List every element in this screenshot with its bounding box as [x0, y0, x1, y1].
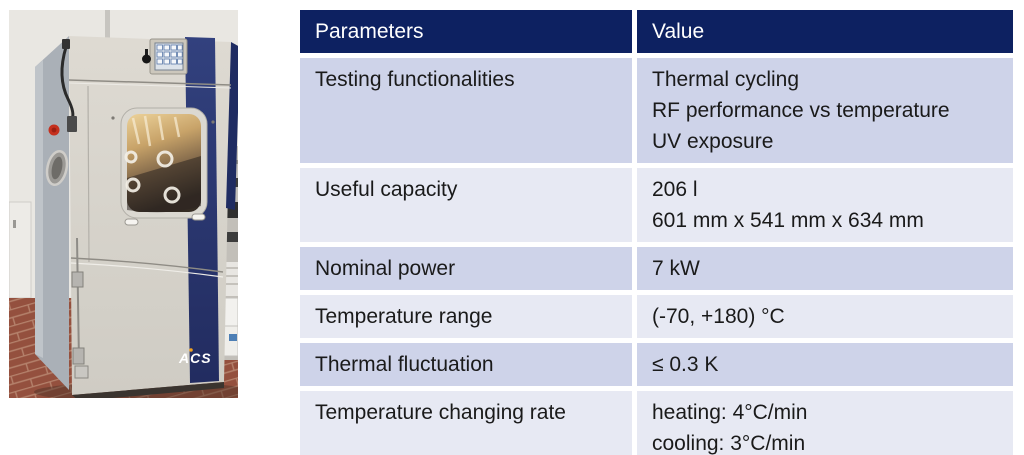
table-row: Testing functionalities Thermal cycling R…: [300, 58, 1013, 163]
value-line: ≤ 0.3 K: [652, 353, 719, 376]
door-latch: [124, 218, 139, 226]
control-buttons: [156, 44, 183, 65]
top-seam-highlight: [68, 82, 232, 89]
door-latch: [191, 213, 206, 221]
shelf-slot: [223, 232, 238, 242]
header-value: Value: [637, 10, 1013, 53]
value-line: UV exposure: [652, 130, 774, 153]
panel-knob-stem: [145, 49, 148, 56]
chamber-photo: ACS: [8, 10, 254, 402]
value-line: 601 mm x 541 mm x 634 mm: [652, 209, 924, 232]
table-row: Temperature changing rate heating: 4°C/m…: [300, 391, 1013, 455]
value-cell: ≤ 0.3 K: [637, 343, 1013, 386]
glass-highlights: [131, 115, 181, 147]
spec-table-body: Testing functionalities Thermal cycling R…: [300, 58, 1013, 455]
door-screw: [211, 120, 215, 124]
interior-ports: [124, 150, 181, 204]
value-cell: (-70, +180) °C: [637, 295, 1013, 338]
value-line: 206 l: [652, 178, 698, 201]
door-screw: [111, 116, 115, 120]
hanging-cable: [60, 46, 75, 120]
box-label: [229, 334, 237, 341]
value-cell: Thermal cycling RF performance vs tempera…: [637, 58, 1013, 163]
panel-knob: [142, 54, 151, 64]
param-cell: Useful capacity: [300, 168, 632, 242]
value-cell: heating: 4°C/min cooling: 3°C/min: [637, 391, 1013, 455]
param-cell: Testing functionalities: [300, 58, 632, 163]
value-cell: 206 l 601 mm x 541 mm x 634 mm: [637, 168, 1013, 242]
chamber-plinth: [72, 382, 224, 401]
acs-logo: ACS: [178, 350, 212, 366]
door-bottom-seam: [70, 257, 224, 273]
cable-plug: [67, 116, 77, 132]
param-cell: Thermal fluctuation: [300, 343, 632, 386]
top-seam: [68, 79, 232, 86]
value-line: RF performance vs temperature: [652, 99, 950, 122]
param-cell: Nominal power: [300, 247, 632, 290]
table-row: Temperature range (-70, +180) °C: [300, 295, 1013, 338]
hinge-foot: [74, 365, 89, 379]
hinge-block: [72, 347, 85, 365]
glass-dark-reflection: [127, 156, 201, 213]
spec-table: Parameters Value Testing functionalities…: [300, 10, 1013, 455]
emergency-stop-center: [51, 127, 57, 133]
value-cell: 7 kW: [637, 247, 1013, 290]
table-row: Thermal fluctuation ≤ 0.3 K: [300, 343, 1013, 386]
header-parameters: Parameters: [300, 10, 632, 53]
chamber-left-panel: [35, 36, 69, 390]
value-line: Thermal cycling: [652, 68, 800, 91]
chamber-illustration: ACS: [8, 10, 254, 402]
param-cell: Temperature changing rate: [300, 391, 632, 455]
table-row: Nominal power 7 kW: [300, 247, 1013, 290]
table-row: Useful capacity 206 l 601 mm x 541 mm x 6…: [300, 168, 1013, 242]
param-cell: Temperature range: [300, 295, 632, 338]
spec-table-header: Parameters Value: [300, 10, 1013, 53]
hinge-block: [71, 271, 84, 288]
door-left-seam: [87, 85, 90, 263]
value-line: heating: 4°C/min: [652, 401, 808, 424]
chamber-right-side: [226, 42, 240, 210]
cabinet-handle: [13, 220, 16, 228]
hinge-rod: [76, 237, 80, 363]
background-cabinet: [8, 201, 32, 299]
left-panel-highlight: [35, 60, 43, 358]
wall-pipe: [105, 10, 110, 38]
door-bottom-seam-highlight: [70, 262, 224, 278]
value-line: cooling: 3°C/min: [652, 432, 806, 455]
cable-top-connector: [62, 39, 70, 49]
side-port: [45, 150, 69, 186]
acs-logo-dot: [189, 348, 193, 352]
value-line: 7 kW: [652, 257, 700, 280]
value-line: (-70, +180) °C: [652, 305, 785, 328]
